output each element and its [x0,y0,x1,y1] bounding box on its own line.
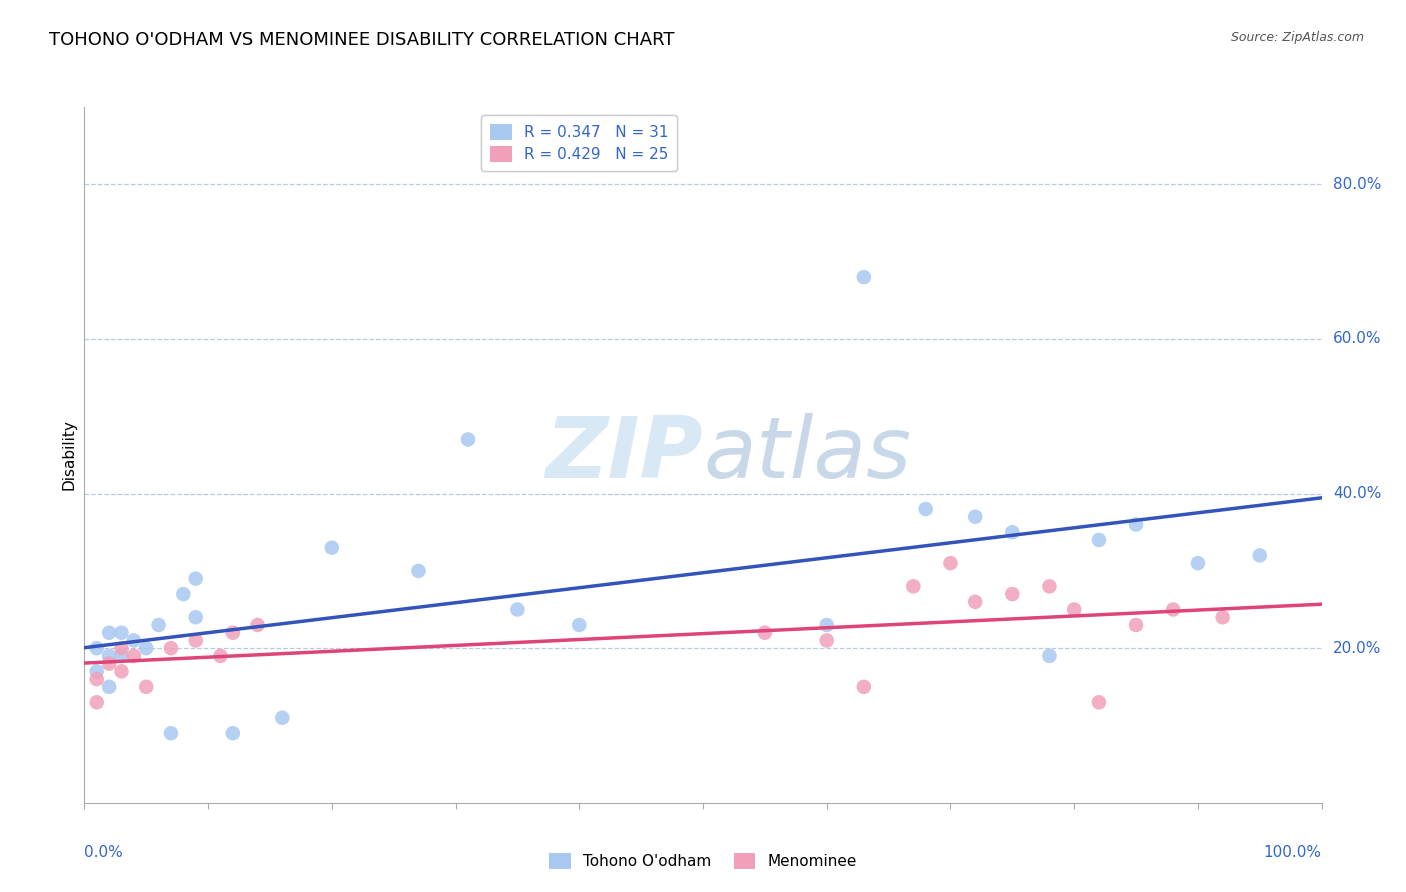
Point [852,270,875,285]
Point [965,509,987,524]
Point [1088,695,1111,709]
Point [408,564,430,578]
Point [86,672,108,686]
Text: ZIP: ZIP [546,413,703,497]
Point [815,618,838,632]
Point [246,618,269,632]
Point [110,625,132,640]
Text: 60.0%: 60.0% [1333,332,1381,346]
Legend: R = 0.347   N = 31, R = 0.429   N = 25: R = 0.347 N = 31, R = 0.429 N = 25 [481,115,678,171]
Point [1063,602,1085,616]
Point [122,633,145,648]
Point [1187,556,1209,570]
Point [1125,517,1147,532]
Text: 20.0%: 20.0% [1333,640,1381,656]
Point [222,625,245,640]
Point [1212,610,1234,624]
Point [321,541,343,555]
Point [122,648,145,663]
Text: Source: ZipAtlas.com: Source: ZipAtlas.com [1230,31,1364,45]
Point [110,648,132,663]
Y-axis label: Disability: Disability [60,419,76,491]
Text: 40.0%: 40.0% [1333,486,1381,501]
Point [184,610,207,624]
Point [1001,587,1024,601]
Point [939,556,962,570]
Point [1001,525,1024,540]
Point [754,625,776,640]
Point [184,633,207,648]
Legend: Tohono O'odham, Menominee: Tohono O'odham, Menominee [543,847,863,875]
Point [184,572,207,586]
Point [148,618,170,632]
Text: 100.0%: 100.0% [1264,845,1322,860]
Point [1249,549,1271,563]
Point [110,665,132,679]
Point [965,595,987,609]
Text: 0.0%: 0.0% [84,845,124,860]
Point [914,502,936,516]
Point [209,648,232,663]
Point [1038,648,1060,663]
Point [98,625,121,640]
Point [135,641,157,656]
Point [160,641,183,656]
Point [86,641,108,656]
Point [160,726,183,740]
Point [86,695,108,709]
Point [172,587,194,601]
Text: 80.0%: 80.0% [1333,177,1381,192]
Point [98,680,121,694]
Point [271,711,294,725]
Text: TOHONO O'ODHAM VS MENOMINEE DISABILITY CORRELATION CHART: TOHONO O'ODHAM VS MENOMINEE DISABILITY C… [49,31,675,49]
Point [86,665,108,679]
Point [135,680,157,694]
Point [1125,618,1147,632]
Point [815,633,838,648]
Point [110,641,132,656]
Point [852,680,875,694]
Point [98,648,121,663]
Point [1038,579,1060,593]
Point [222,726,245,740]
Point [903,579,925,593]
Point [457,433,479,447]
Text: atlas: atlas [703,413,911,497]
Point [1088,533,1111,547]
Point [506,602,529,616]
Point [98,657,121,671]
Point [1161,602,1184,616]
Point [568,618,591,632]
